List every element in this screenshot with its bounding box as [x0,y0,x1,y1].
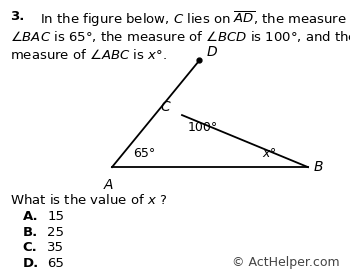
Text: What is the value of $x$ ?: What is the value of $x$ ? [10,193,168,207]
Text: E.: E. [23,273,37,274]
Text: $C$: $C$ [160,100,172,114]
Text: 80: 80 [47,273,64,274]
Text: $\angle BAC$ is 65°, the measure of $\angle BCD$ is 100°, and the: $\angle BAC$ is 65°, the measure of $\an… [10,29,350,44]
Text: 65°: 65° [133,147,155,160]
Text: $A$: $A$ [103,178,114,192]
Text: 35: 35 [47,241,64,254]
Text: 25: 25 [47,226,64,238]
Text: $x$°: $x$° [262,147,277,160]
Text: A.: A. [23,210,38,222]
Text: $B$: $B$ [313,160,324,174]
Text: C.: C. [23,241,37,254]
Text: 15: 15 [47,210,64,222]
Text: 65: 65 [47,257,64,270]
Text: 100°: 100° [187,121,217,133]
Text: 3.: 3. [10,10,25,22]
Text: © ActHelper.com: © ActHelper.com [232,256,340,269]
Text: measure of $\angle ABC$ is $x$°.: measure of $\angle ABC$ is $x$°. [10,48,167,62]
Text: D.: D. [23,257,39,270]
Text: $D$: $D$ [206,45,218,59]
Text: B.: B. [23,226,38,238]
Text: In the figure below, $C$ lies on $\overline{AD}$, the measure of: In the figure below, $C$ lies on $\overl… [40,10,350,29]
